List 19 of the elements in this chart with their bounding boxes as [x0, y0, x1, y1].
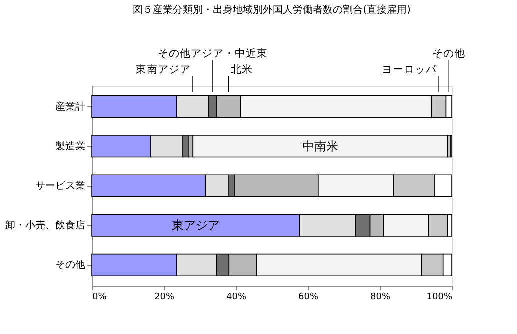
x-tick-label: 80% [370, 292, 391, 302]
x-tick-label: 0% [92, 292, 108, 302]
chart-title: 図５産業分類別・出身地域別外国人労働者数の割合(直接雇用) [133, 4, 411, 16]
y-tick-label: 産業計 [56, 100, 86, 113]
x-tick-label: 60% [298, 292, 319, 302]
y-tick-label: サービス業 [36, 180, 86, 192]
text: その他 [432, 48, 466, 60]
y-tick-label: その他 [56, 259, 86, 272]
series-label: 東南アジア [136, 63, 191, 76]
x-tick-label: 40% [226, 292, 247, 302]
series-label: 北米 [230, 63, 253, 76]
x-tick-label: 100% [426, 292, 453, 302]
series-label: 東アジア [172, 218, 220, 233]
text: その他アジア・中近東 [158, 47, 268, 60]
series-label: ヨーロッパ [382, 64, 438, 76]
x-tick-label: 20% [154, 292, 175, 302]
series-label: 中南米 [302, 139, 338, 154]
y-tick-label: 卸・小売、飲食店 [6, 220, 86, 232]
y-tick-label: 製造業 [56, 140, 86, 152]
